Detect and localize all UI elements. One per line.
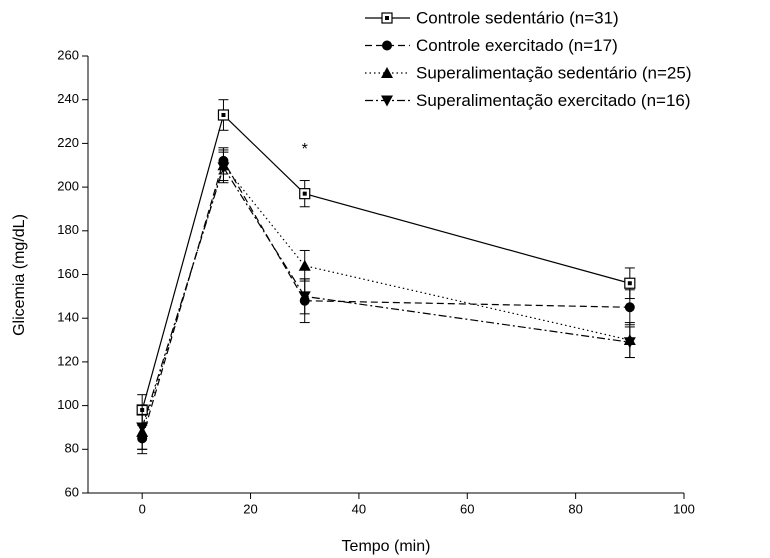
x-tick-label: 20 xyxy=(243,501,257,516)
y-tick-label: 80 xyxy=(65,441,79,456)
y-tick-label: 60 xyxy=(65,484,79,499)
y-tick-label: 100 xyxy=(57,397,79,412)
marker xyxy=(381,95,393,107)
y-tick-label: 140 xyxy=(57,310,79,325)
y-tick-label: 260 xyxy=(57,47,79,62)
legend-label: Superalimentação sedentário (n=25) xyxy=(416,63,691,82)
x-tick-label: 80 xyxy=(568,501,582,516)
x-tick-label: 0 xyxy=(139,501,146,516)
series-line xyxy=(141,163,630,432)
legend-entry: Superalimentação sedentário (n=25) xyxy=(365,63,691,82)
y-tick-label: 220 xyxy=(57,135,79,150)
x-axis-label: Tempo (min) xyxy=(342,538,431,555)
y-tick-label: 180 xyxy=(57,222,79,237)
annotation: * xyxy=(302,141,308,158)
marker xyxy=(624,302,635,313)
marker xyxy=(298,259,311,271)
legend-label: Superalimentação exercitado (n=16) xyxy=(416,91,691,110)
series-line xyxy=(141,159,630,439)
legend-entry: Superalimentação exercitado (n=16) xyxy=(365,91,691,110)
x-tick-label: 60 xyxy=(460,501,474,516)
marker xyxy=(136,422,149,434)
y-tick-label: 160 xyxy=(57,266,79,281)
legend-label: Controle sedentário (n=31) xyxy=(416,8,619,27)
marker-dot xyxy=(221,112,226,117)
legend-entry: Controle exercitado (n=17) xyxy=(365,36,618,55)
series-line xyxy=(141,166,630,428)
legend-label: Controle exercitado (n=17) xyxy=(416,36,618,55)
marker xyxy=(381,67,393,78)
legend-entry: Controle sedentário (n=31) xyxy=(365,8,619,27)
y-tick-label: 200 xyxy=(57,179,79,194)
marker xyxy=(623,337,636,349)
marker xyxy=(298,291,311,303)
marker-dot xyxy=(302,191,307,196)
marker xyxy=(217,162,230,174)
series-line xyxy=(141,113,630,411)
marker xyxy=(382,40,392,51)
y-tick-label: 120 xyxy=(57,353,79,368)
x-tick-label: 40 xyxy=(352,501,366,516)
marker-dot xyxy=(385,16,389,20)
y-axis-label: Glicemia (mg/dL) xyxy=(11,214,28,336)
marker-dot xyxy=(627,281,632,286)
y-tick-label: 240 xyxy=(57,91,79,106)
x-tick-label: 100 xyxy=(673,501,695,516)
